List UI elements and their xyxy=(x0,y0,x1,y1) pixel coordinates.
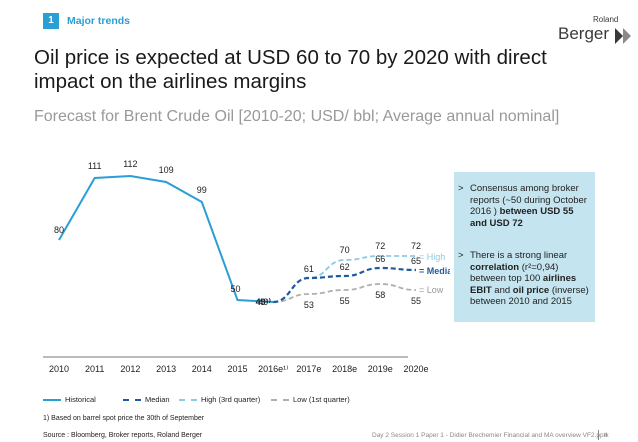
data-label: 50 xyxy=(230,284,240,294)
bullet2-bold1: correlation xyxy=(470,261,520,273)
data-label: 61 xyxy=(304,264,314,274)
data-label: 55 xyxy=(411,296,421,306)
page-title: Oil price is expected at USD 60 to 70 by… xyxy=(34,46,547,93)
series-line-low xyxy=(273,283,417,303)
x-tick-label: 2017e xyxy=(296,364,321,374)
page-subtitle: Forecast for Brent Crude Oil [2010-20; U… xyxy=(34,108,560,125)
footnote: 1) Based on barrel spot price the 30th o… xyxy=(43,415,205,422)
x-tick-label: 2012 xyxy=(120,364,140,374)
data-label: 112 xyxy=(123,159,137,169)
x-tick-label: 2020e xyxy=(403,364,428,374)
bullet2-mid: (r²=0,94) between top 100 xyxy=(470,261,559,285)
band-label-low: = Low xyxy=(419,285,444,295)
data-label: 49¹⁾ xyxy=(256,297,271,307)
data-label: 58 xyxy=(375,290,385,300)
series-line-median xyxy=(273,266,417,304)
bullet2-post: (inverse) between 2010 and 2015 xyxy=(470,284,589,308)
x-tick-label: 2016e¹⁾ xyxy=(258,364,288,374)
consensus-infobox: > Consensus among broker reports (~50 du… xyxy=(454,172,595,322)
band-label-high: = High xyxy=(419,252,445,262)
bullet2-pre: There is a strong linear xyxy=(470,250,568,261)
data-label: 109 xyxy=(159,165,174,175)
infobox-bullet-correlation: > There is a strong linear correlation (… xyxy=(458,250,589,308)
data-label: 72 xyxy=(375,241,385,251)
logo-mark-icon xyxy=(615,28,631,44)
bullet2-bold2: airlines EBIT xyxy=(470,273,577,296)
band-label-median: = Median xyxy=(419,266,450,276)
x-tick-label: 2014 xyxy=(192,364,212,374)
roland-berger-logo: Roland Berger xyxy=(558,14,632,50)
x-tick-label: 2019e xyxy=(368,364,393,374)
infobox-bullet-consensus: > Consensus among broker reports (~50 du… xyxy=(458,183,587,229)
x-tick-label: 2010 xyxy=(49,364,69,374)
bullet2-mid2: and xyxy=(491,284,513,296)
footer-divider xyxy=(598,430,599,440)
x-tick-label: 2018e xyxy=(332,364,357,374)
data-label: 65 xyxy=(411,256,421,266)
data-label: 62 xyxy=(340,262,350,272)
x-tick-label: 2013 xyxy=(156,364,176,374)
oil-price-chart: 2010 2011 2012 2013 2014 2015 2016e¹⁾ 2017e 2018… xyxy=(43,159,450,374)
data-label: 49 xyxy=(258,297,268,307)
source-note: Source : Bloomberg, Broker reports, Rola… xyxy=(43,432,203,439)
logo-line2: Berger xyxy=(558,24,610,43)
data-label: 70 xyxy=(340,245,350,255)
data-label: 99 xyxy=(197,185,207,195)
data-label: 111 xyxy=(88,161,102,171)
section-number-badge: 1 xyxy=(43,13,59,29)
data-label: 80 xyxy=(54,225,64,235)
data-label: 72 xyxy=(411,241,421,251)
x-tick-label: 2011 xyxy=(85,364,104,374)
page-number: 4 xyxy=(604,432,608,439)
data-label: 55 xyxy=(340,296,350,306)
section-label: Major trends xyxy=(67,15,131,27)
footer-filename: Day 2 Session 1 Paper 1 - Didier Brechem… xyxy=(372,432,609,439)
x-tick-label: 2015 xyxy=(227,364,247,374)
bullet1-bold: between USD 55 and USD 72 xyxy=(470,206,574,229)
logo-line1: Roland xyxy=(593,15,619,24)
bullet2-bold3: oil price xyxy=(512,284,550,296)
bullet1-text: Consensus among broker reports (~50 duri… xyxy=(470,183,587,218)
data-label: 66 xyxy=(375,254,385,264)
data-label: 53 xyxy=(304,300,314,310)
series-line-historical xyxy=(58,174,274,303)
